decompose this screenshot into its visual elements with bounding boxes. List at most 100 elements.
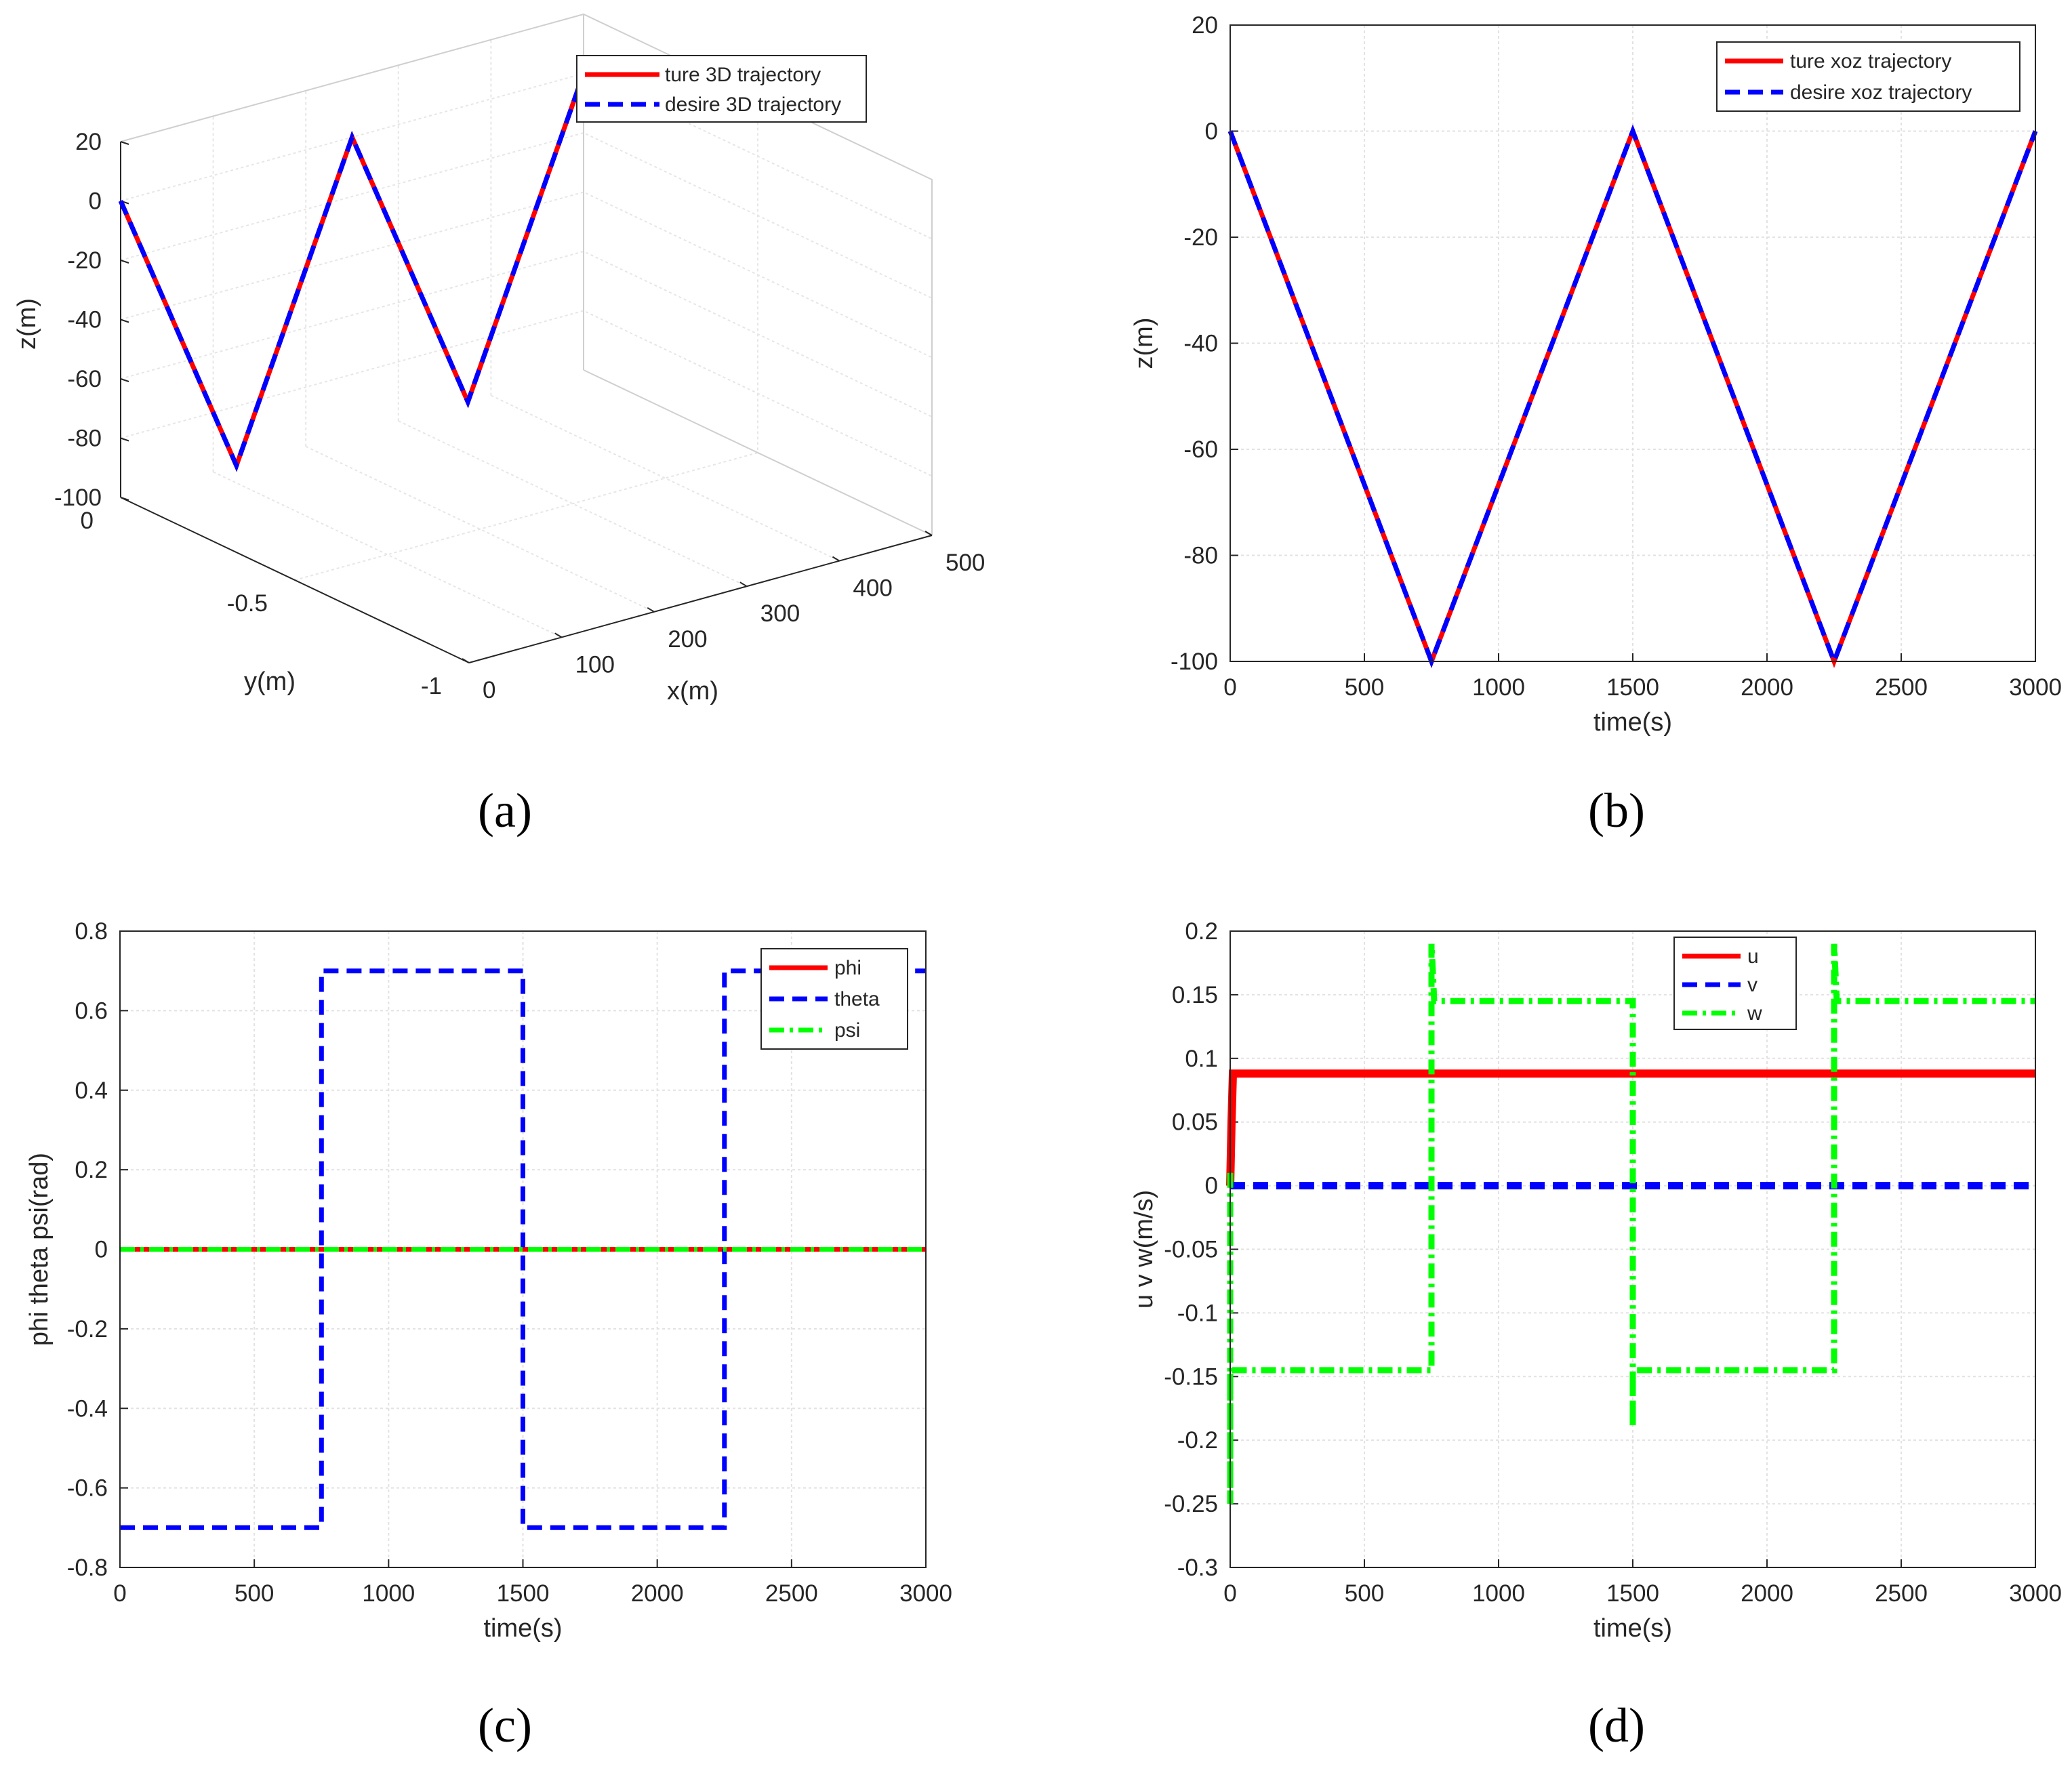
x-tick-label: 300 <box>760 600 800 627</box>
x-tick-label: 3000 <box>899 1580 952 1607</box>
x-axis-label: time(s) <box>1593 708 1672 737</box>
y-tick-label: 0.15 <box>1172 982 1218 1008</box>
z-axis-label: z(m) <box>13 298 41 350</box>
legend-label: v <box>1747 974 1758 996</box>
y-tick-label: -0.2 <box>1177 1427 1218 1454</box>
legend-label: ture xoz trajectory <box>1790 50 1951 73</box>
z-tick-label: -20 <box>67 247 102 274</box>
z-tick-label: -80 <box>67 426 102 452</box>
x-tick-label: 2500 <box>765 1580 818 1607</box>
x-tick-label: 500 <box>1345 674 1384 701</box>
y-tick-label: 0 <box>1205 119 1218 145</box>
x-tick-label: 100 <box>575 651 615 678</box>
legend-label: psi <box>834 1019 860 1042</box>
chart-c-attitude-angles: 0 500 1000 1500 2000 2500 3000 -0.8 -0.6 -0.4 -0.2… <box>25 918 952 1643</box>
y-tick-label: -0.6 <box>67 1475 108 1502</box>
chart-b-xoz-trajectory: 0 500 1000 1500 2000 2500 3000 -100 -80 -60 -40 -20… <box>1130 12 2062 737</box>
y-tick-label: -1 <box>421 673 442 699</box>
legend-label: u <box>1747 945 1759 968</box>
z-tick-label: -100 <box>54 485 102 511</box>
x-tick-label: 0 <box>483 677 495 703</box>
y-tick-label: -60 <box>1183 436 1218 463</box>
x-tick-label: 1500 <box>1606 1580 1659 1607</box>
grid-line-floor-x <box>491 396 839 561</box>
z-tick-label: -60 <box>67 366 102 392</box>
y-axis-label: z(m) <box>1130 318 1158 369</box>
y-tick-label: 0.2 <box>75 1157 108 1183</box>
x-tick-label: 500 <box>946 550 985 576</box>
x-tick-label: 3000 <box>2009 1580 2062 1607</box>
legend-label: theta <box>834 988 880 1010</box>
z-tick-label: 0 <box>89 188 102 215</box>
y-tick-label: -0.25 <box>1164 1491 1218 1517</box>
legend-label: desire xoz trajectory <box>1790 81 1972 104</box>
y-tick-label: 0.8 <box>75 918 108 945</box>
y-tick-label: -20 <box>1183 224 1218 251</box>
x-tick-label: 1500 <box>1606 674 1659 701</box>
y-tick-label: -0.4 <box>67 1395 108 1422</box>
y-tick-label: 0.4 <box>75 1077 108 1104</box>
series-line-desire-3d-trajectory <box>121 74 584 466</box>
y-tick-label: 0 <box>1205 1173 1218 1199</box>
x-tick-label: 1000 <box>1472 674 1525 701</box>
z-tick-mark <box>121 142 129 144</box>
y-tick-label: -0.15 <box>1164 1363 1218 1390</box>
y-tick-label: -0.05 <box>1164 1237 1218 1263</box>
z-tick-label: -40 <box>67 307 102 333</box>
x-tick-label: 0 <box>1223 1580 1236 1607</box>
x-axis-label: x(m) <box>667 677 718 705</box>
chart-d-velocities: 0 500 1000 1500 2000 2500 3000 -0.3 -0.25 -0.2 -0.… <box>1130 918 2062 1643</box>
x-axis-label: time(s) <box>1593 1614 1672 1643</box>
x-tick-label: 200 <box>668 626 707 653</box>
x-tick-label: 2500 <box>1875 674 1928 701</box>
y-tick-label: 0.6 <box>75 998 108 1024</box>
caption-c: (c) <box>478 1698 532 1752</box>
x-tick-label: 2000 <box>1741 674 1793 701</box>
z-tick-mark <box>121 320 129 323</box>
y-tick-label: -0.3 <box>1177 1555 1218 1581</box>
y-tick-label: -0.5 <box>227 590 268 617</box>
x-tick-label: 1000 <box>362 1580 415 1607</box>
x-axis-label: time(s) <box>483 1614 562 1643</box>
x-tick-label: 500 <box>235 1580 274 1607</box>
z-tick-mark <box>121 260 129 263</box>
y-tick-label: 0 <box>81 508 94 534</box>
x-tick-label: 3000 <box>2009 674 2062 701</box>
legend-label: desire 3D trajectory <box>665 94 841 116</box>
grid-line-wall-z <box>121 251 932 417</box>
legend-label: phi <box>834 957 861 979</box>
x-tick-label: 2000 <box>1741 1580 1793 1607</box>
grid-line-wall-z <box>121 133 932 298</box>
y-tick-label: 0.2 <box>1185 918 1218 945</box>
x-tick-label: 0 <box>1223 674 1236 701</box>
y-tick-label: -0.2 <box>67 1316 108 1342</box>
y-tick-label: -0.1 <box>1177 1300 1218 1326</box>
x-tick-label: 2000 <box>631 1580 684 1607</box>
series-line-w <box>1230 944 2035 1504</box>
grid-line-wall-z <box>121 192 932 358</box>
legend-label: w <box>1747 1002 1762 1025</box>
y-tick-label: -100 <box>1171 649 1218 675</box>
x-tick-label: 400 <box>853 575 892 602</box>
y-tick-label: 0.1 <box>1185 1046 1218 1072</box>
legend-label: ture 3D trajectory <box>665 64 821 86</box>
y-axis-label: y(m) <box>244 668 296 696</box>
z-tick-label: 20 <box>75 129 102 155</box>
y-tick-label: 0.05 <box>1172 1109 1218 1136</box>
caption-b: (b) <box>1588 783 1645 838</box>
z-tick-mark <box>121 379 129 382</box>
y-tick-label: 0 <box>95 1237 108 1263</box>
caption-d: (d) <box>1588 1698 1645 1752</box>
chart-a-3d-trajectory: 200-20-40-60-80-1000-0.5-1 01002003004005… <box>13 14 985 705</box>
y-tick-label: -40 <box>1183 331 1218 357</box>
caption-a: (a) <box>478 783 532 838</box>
figure-canvas: (a) (b) (c) (d) 200-20-40-60-80-1000-0.5… <box>0 0 2072 1766</box>
y-tick-label: 20 <box>1192 12 1218 39</box>
z-tick-mark <box>121 438 129 441</box>
x-tick-label: 1000 <box>1472 1580 1525 1607</box>
x-tick-label: 2500 <box>1875 1580 1928 1607</box>
x-tick-label: 1500 <box>497 1580 550 1607</box>
y-tick-label: -0.8 <box>67 1555 108 1581</box>
y-tick-label: -80 <box>1183 543 1218 569</box>
y-axis-line <box>121 497 469 663</box>
